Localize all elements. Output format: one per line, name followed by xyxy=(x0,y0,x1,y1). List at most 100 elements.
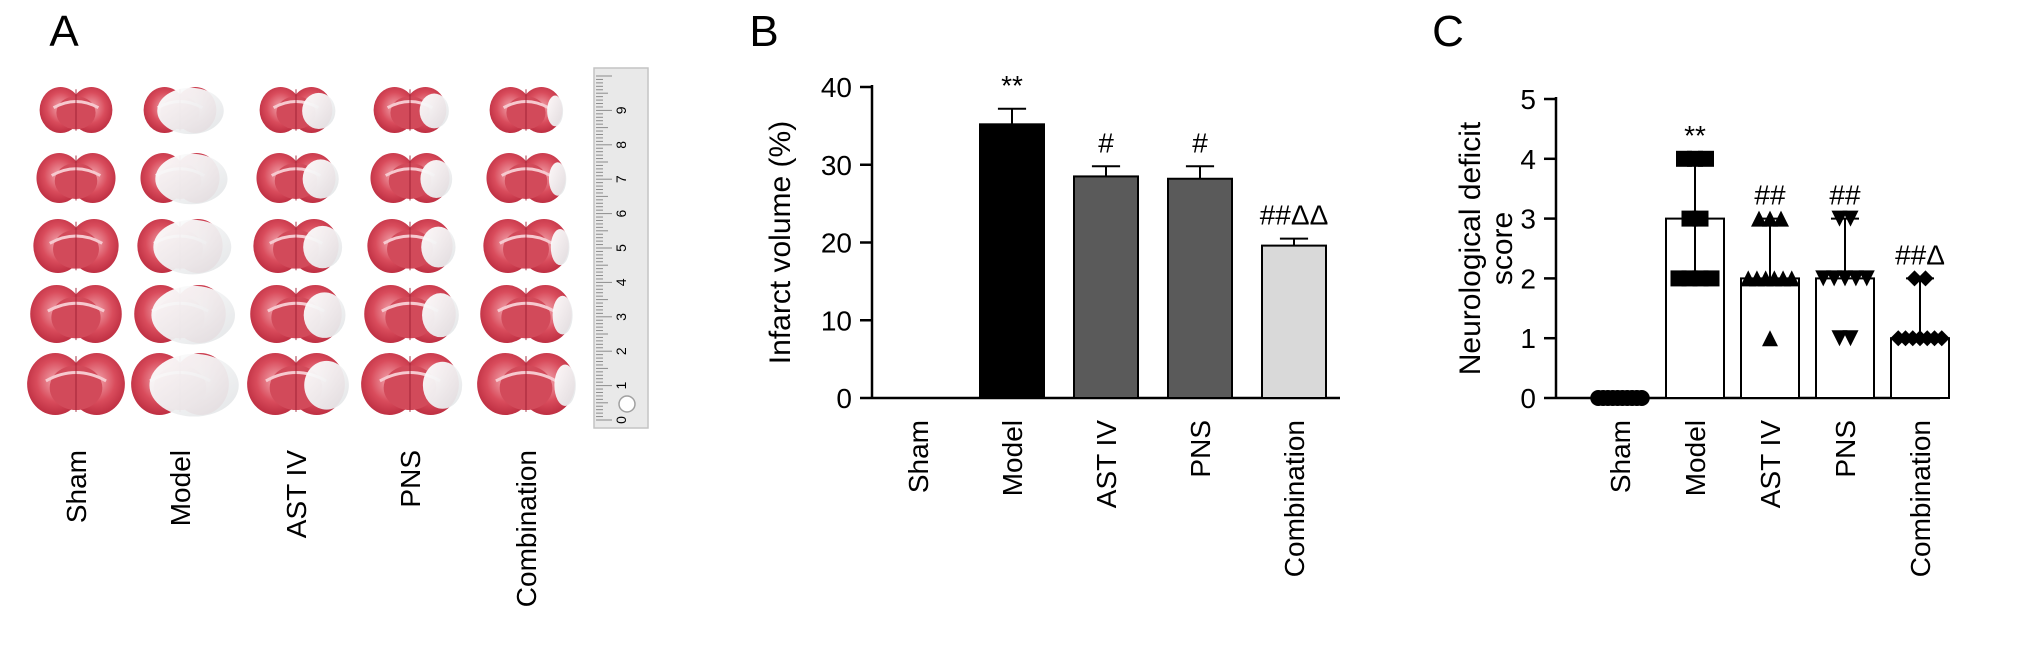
infarct-region xyxy=(552,295,573,335)
x-tick-label: PNS xyxy=(1830,420,1861,478)
data-point xyxy=(1633,390,1650,406)
brain-slice xyxy=(477,353,576,415)
data-point xyxy=(1815,270,1832,287)
brain-slice xyxy=(33,219,119,273)
infarct-region xyxy=(151,285,235,345)
y-tick-label: 0 xyxy=(1520,383,1536,414)
brain-slice xyxy=(143,87,224,135)
infarct-region xyxy=(157,87,224,135)
group-labels: Sham Model AST IV PNS Combination xyxy=(61,450,542,608)
brain-slice xyxy=(39,87,113,133)
group-label: Sham xyxy=(61,450,92,523)
brain-slice xyxy=(137,219,232,275)
data-point xyxy=(1762,210,1778,227)
ruler-number: 0 xyxy=(613,416,629,424)
y-tick-label: 10 xyxy=(821,305,852,336)
bar xyxy=(1167,177,1233,399)
infarct-region xyxy=(554,364,576,406)
ruler-number: 8 xyxy=(613,141,629,149)
significance-label: ## xyxy=(1829,180,1861,211)
x-tick-label: Combination xyxy=(1905,420,1936,577)
y-tick-label: 20 xyxy=(821,228,852,259)
group-label: Combination xyxy=(511,450,542,607)
y-axis-title: Neurological deficit score xyxy=(1454,121,1519,375)
data-point xyxy=(1906,270,1923,287)
ruler-number: 5 xyxy=(613,244,629,252)
data-point xyxy=(1703,270,1720,287)
brain-slice xyxy=(134,285,235,345)
infarct-region xyxy=(303,292,346,338)
group-label: AST IV xyxy=(281,450,312,539)
infarct-region xyxy=(422,293,459,338)
infarct-region xyxy=(422,361,463,409)
y-tick-label: 0 xyxy=(836,383,852,414)
panel-letter: B xyxy=(749,7,778,56)
significance-label: ## xyxy=(1754,180,1786,211)
data-point xyxy=(1831,330,1848,347)
ruler-number: 9 xyxy=(613,106,629,114)
group-label: Model xyxy=(165,450,196,526)
brain-slice xyxy=(256,153,339,203)
brain-slice-grid xyxy=(27,87,576,417)
data-point xyxy=(1842,210,1859,227)
infarct-region xyxy=(547,95,564,127)
panel-b: B 0 10 20 30 40 Infarct volume (%) Sham ** Model… xyxy=(749,7,1340,577)
bar xyxy=(1890,337,1950,400)
significance-label: ** xyxy=(1684,120,1706,151)
significance-label: ##Δ xyxy=(1895,239,1945,270)
y-axis-title-line: score xyxy=(1486,212,1519,285)
brain-slice xyxy=(489,87,564,133)
data-point xyxy=(1837,270,1853,287)
y-axis-title: Infarct volume (%) xyxy=(764,121,797,364)
ruler-number: 4 xyxy=(613,278,629,286)
significance-label: # xyxy=(1192,127,1208,158)
data-point xyxy=(1842,330,1859,347)
data-point xyxy=(1858,270,1875,287)
panel-letter: C xyxy=(1432,7,1464,56)
significance-label: ##ΔΔ xyxy=(1260,200,1329,231)
brain-slice xyxy=(370,153,453,203)
brain-slice xyxy=(30,285,122,343)
y-axis-title-line: Neurological deficit xyxy=(1454,121,1487,375)
y-tick-label: 2 xyxy=(1520,263,1536,294)
brain-slice xyxy=(373,87,449,133)
x-tick-label: Sham xyxy=(903,420,934,493)
data-point xyxy=(1751,210,1767,227)
y-tick-label: 30 xyxy=(821,150,852,181)
infarct-region xyxy=(303,225,343,269)
x-tick-label: Model xyxy=(997,420,1028,496)
bar xyxy=(1815,277,1875,399)
y-tick-label: 1 xyxy=(1520,323,1536,354)
infarct-region xyxy=(420,160,453,198)
group-label: PNS xyxy=(395,450,426,508)
brain-slice xyxy=(36,153,116,203)
panel-a: A 0 1 2 3 4 5 6 7 8 9 Sham Model AST IV PNS Combinati… xyxy=(27,7,649,608)
data-point xyxy=(1773,210,1789,227)
x-tick-label: AST IV xyxy=(1091,420,1122,509)
data-point xyxy=(1831,210,1848,227)
data-point xyxy=(1847,270,1864,287)
bar xyxy=(979,123,1045,399)
brain-slice xyxy=(140,153,228,205)
infarct-region xyxy=(302,92,336,129)
panel-letter: A xyxy=(49,7,79,56)
infarct-region xyxy=(548,162,567,196)
ruler-number: 3 xyxy=(613,313,629,321)
x-tick-label: AST IV xyxy=(1755,420,1786,509)
infarct-region xyxy=(153,219,232,275)
data-point xyxy=(1762,330,1778,347)
data-point xyxy=(1917,270,1934,287)
x-tick-label: PNS xyxy=(1185,420,1216,478)
y-tick-label: 3 xyxy=(1520,204,1536,235)
ruler-number: 7 xyxy=(613,175,629,183)
brain-slice xyxy=(253,219,343,273)
y-tick-label: 5 xyxy=(1520,84,1536,115)
x-tick-label: Model xyxy=(1680,420,1711,496)
y-tick-label: 40 xyxy=(821,72,852,103)
brain-slice xyxy=(486,153,567,203)
infarct-region xyxy=(419,93,449,129)
brain-slice xyxy=(131,353,239,417)
infarct-region xyxy=(304,360,349,410)
